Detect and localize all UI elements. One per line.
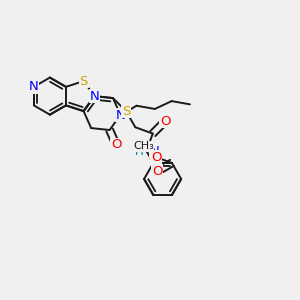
Text: N: N — [149, 145, 159, 158]
Text: O: O — [152, 165, 163, 178]
Text: O: O — [111, 138, 122, 151]
Text: N: N — [116, 109, 125, 122]
Text: S: S — [80, 75, 88, 88]
Text: O: O — [151, 151, 161, 164]
Text: H: H — [135, 145, 143, 158]
Text: N: N — [90, 90, 99, 103]
Text: O: O — [160, 115, 170, 128]
Text: S: S — [122, 105, 130, 118]
Text: N: N — [29, 80, 39, 93]
Text: CH₃: CH₃ — [133, 142, 154, 152]
